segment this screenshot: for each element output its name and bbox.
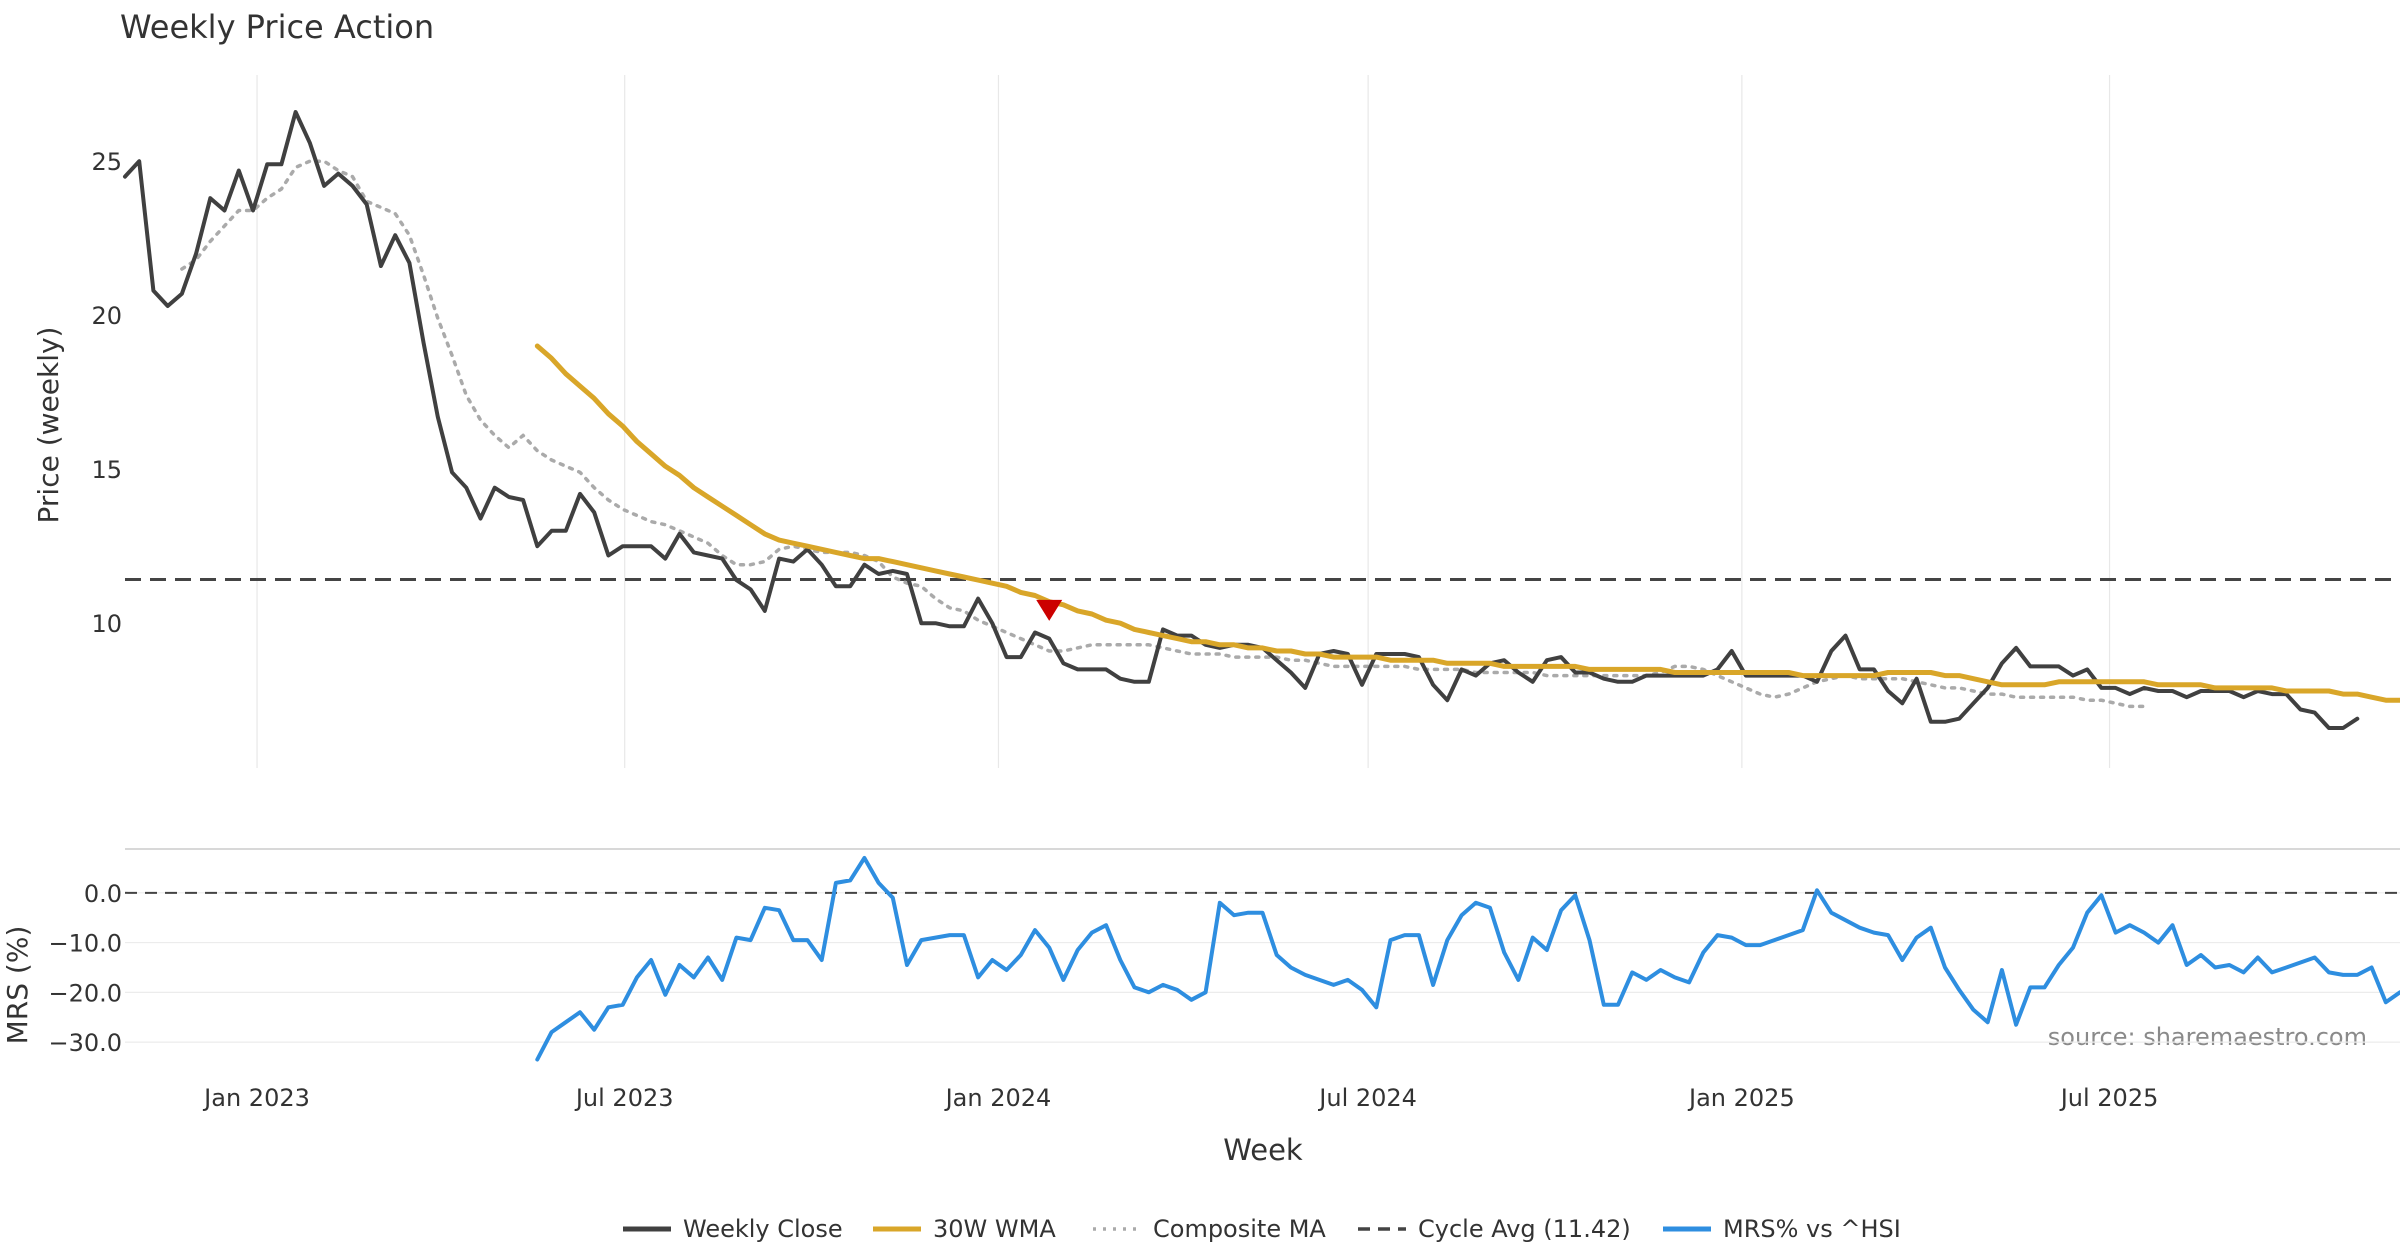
legend-item: Weekly Close: [623, 1215, 843, 1243]
chart-title: Weekly Price Action: [120, 8, 434, 46]
legend-label: MRS% vs ^HSI: [1723, 1215, 1901, 1243]
mrs-tick-label: −10.0: [48, 930, 122, 958]
legend-item: Cycle Avg (11.42): [1358, 1215, 1631, 1243]
x-tick-label: Jan 2025: [1687, 1084, 1795, 1112]
price-tick-label: 25: [91, 148, 122, 176]
mrs-tick-label: −20.0: [48, 979, 122, 1007]
x-tick-label: Jan 2024: [944, 1084, 1052, 1112]
mrs-line: [535, 856, 2400, 1062]
legend: Weekly Close 30W WMA Composite MA Cycle Avg…: [623, 1215, 1901, 1243]
x-axis-label: Week: [1223, 1133, 1303, 1167]
price-tick-label: 20: [91, 302, 122, 330]
price-tick-label: 15: [91, 456, 122, 484]
legend-item: MRS% vs ^HSI: [1663, 1215, 1901, 1243]
legend-item: 30W WMA: [873, 1215, 1056, 1243]
composite-ma-line: [180, 159, 2146, 709]
mrs-tick-label: 0.0: [84, 880, 122, 908]
mrs-axis-label: MRS (%): [1, 926, 34, 1045]
signal-marker: [1036, 599, 1063, 621]
x-tick-label: Jul 2025: [2059, 1084, 2159, 1112]
weekly-close-line: [123, 110, 2360, 730]
x-tick-label: Jul 2023: [574, 1084, 674, 1112]
price-tick-label: 10: [91, 610, 122, 638]
legend-label: Weekly Close: [683, 1215, 843, 1243]
legend-label: Composite MA: [1153, 1215, 1326, 1243]
30w-wma-line: [534, 343, 2400, 703]
source-annotation: source: sharemaestro.com: [2048, 1023, 2367, 1051]
legend-label: Cycle Avg (11.42): [1418, 1215, 1631, 1243]
legend-item: Composite MA: [1093, 1215, 1326, 1243]
legend-label: 30W WMA: [933, 1215, 1056, 1243]
price-axis-label: Price (weekly): [32, 327, 65, 524]
x-tick-label: Jul 2024: [1317, 1084, 1417, 1112]
mrs-tick-label: −30.0: [48, 1029, 122, 1057]
x-tick-label: Jan 2023: [202, 1084, 310, 1112]
